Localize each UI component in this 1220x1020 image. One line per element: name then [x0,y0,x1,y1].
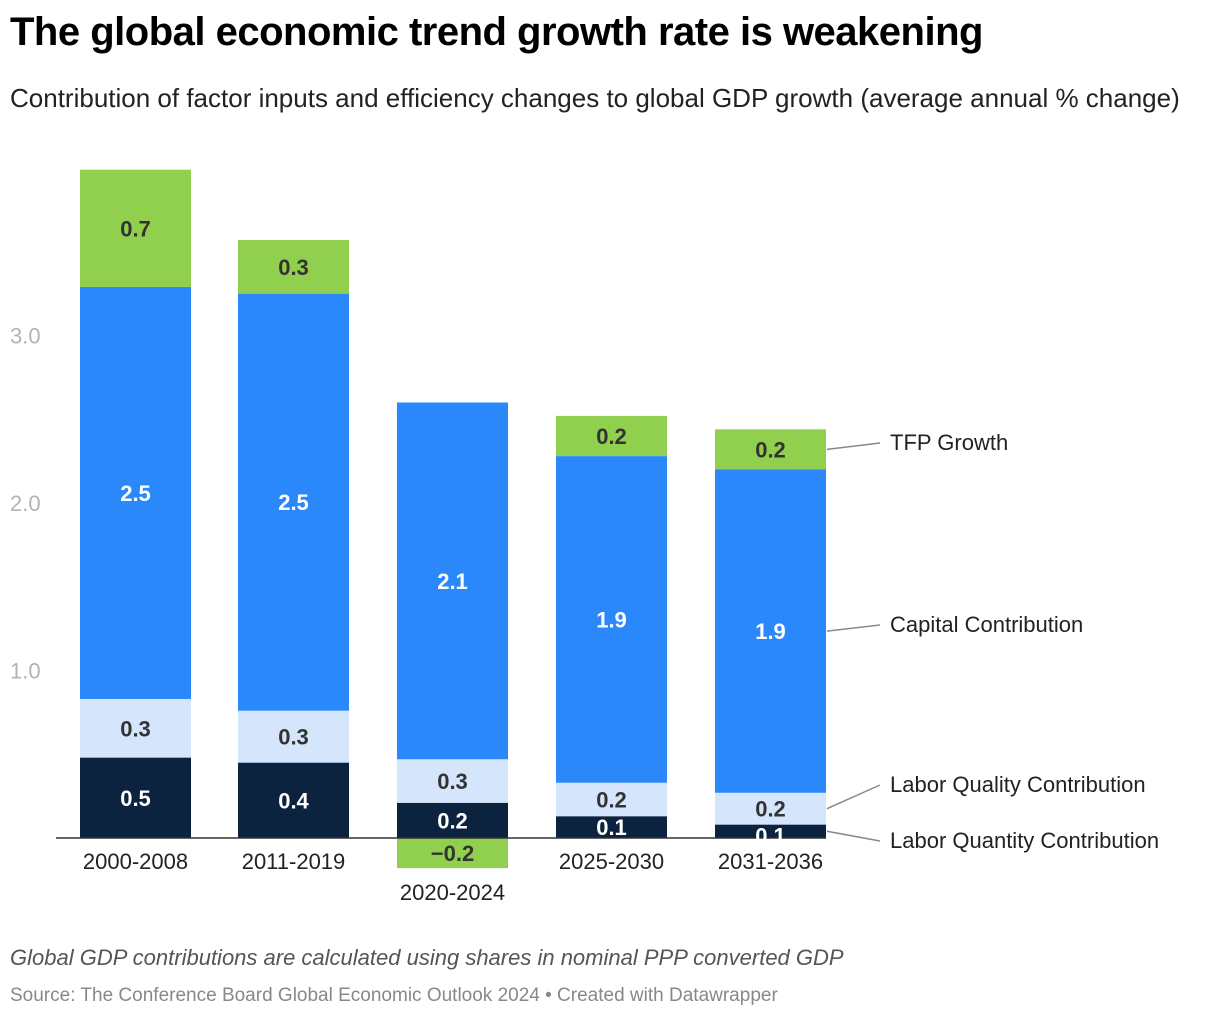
bar-value-label: −0.2 [431,841,474,866]
bar-segment [80,698,191,758]
bar-segment [80,169,191,287]
y-tick-label: 1.0 [10,659,41,684]
bar-value-label: 0.2 [755,797,786,822]
bar-segment [238,710,349,763]
legend-label: Labor Quantity Contribution [890,828,1159,853]
bar-segment [397,838,508,869]
bar-segment [556,816,667,838]
legend-leader-line [826,830,881,842]
bar-segment [556,415,667,457]
x-category-label: 2025-2030 [559,849,664,874]
bar-value-label: 2.5 [278,490,309,515]
bar-value-label: 0.5 [120,786,151,811]
bar-value-label: 0.3 [278,255,309,280]
bar-value-label: 0.2 [596,787,627,812]
bar-segment [715,792,826,825]
x-category-label: 2011-2019 [242,849,346,874]
bar-value-label: 0.2 [755,437,786,462]
chart-subtitle: Contribution of factor inputs and effici… [10,83,1180,113]
bar-value-label: 0.1 [596,815,627,840]
bar-segment [715,469,826,793]
legend-leader-line [826,784,881,810]
legend-leader-line [826,624,881,632]
bar-segment [80,757,191,838]
legend-label: Capital Contribution [890,612,1083,637]
y-tick-label: 3.0 [10,324,41,349]
bar-segment [715,824,826,838]
bar-segment [397,802,508,838]
x-category-label: 2031-2036 [718,849,823,874]
chart-source: Source: The Conference Board Global Econ… [10,985,778,1006]
x-category-label: 2000-2008 [83,849,188,874]
y-tick-label: 2.0 [10,491,41,516]
chart-note: Global GDP contributions are calculated … [10,945,844,970]
legend-leader-line [826,442,881,451]
x-category-label: 2020-2024 [400,880,505,905]
legend-label: TFP Growth [890,430,1008,455]
bar-value-label: 1.9 [755,619,786,644]
bar-value-label: 0.2 [437,808,468,833]
bar-value-label: 0.1 [755,824,786,849]
bar-segment [80,286,191,699]
chart-title: The global economic trend growth rate is… [10,10,983,54]
bar-segment [397,759,508,803]
bar-segment [556,782,667,817]
bar-value-label: 2.5 [120,481,151,506]
bar-value-label: 0.7 [120,216,151,241]
bar-value-label: 0.3 [437,769,468,794]
bar-segment [238,240,349,294]
bar-segment [397,402,508,760]
bar-value-label: 0.2 [596,424,627,449]
bar-segment [238,762,349,838]
bar-segment [238,293,349,711]
bar-value-label: 1.9 [596,607,627,632]
bar-value-label: 0.3 [120,716,151,741]
legend-label: Labor Quality Contribution [890,772,1146,797]
bar-value-label: 0.3 [278,725,309,750]
bar-value-label: 0.4 [278,788,309,813]
bar-value-label: 2.1 [437,569,468,594]
stacked-bar-chart: 1.0 2.0 3.0 2000-2008 2011-2019 2020-2024 2025… [10,169,1159,905]
bar-segment [715,429,826,470]
bar-segment [556,456,667,783]
